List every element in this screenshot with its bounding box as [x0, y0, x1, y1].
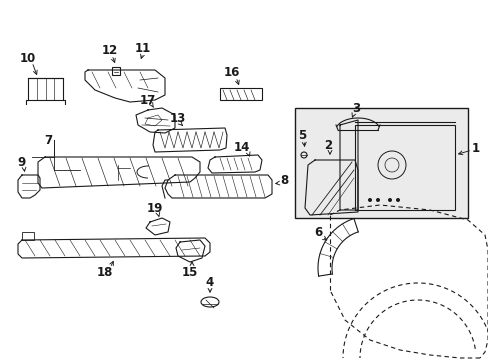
Text: 8: 8 [280, 174, 287, 186]
Text: 15: 15 [182, 266, 198, 279]
Text: 17: 17 [140, 94, 156, 107]
Bar [112, 67, 120, 75]
Bar [220, 88, 262, 100]
Circle shape [367, 198, 371, 202]
Text: 7: 7 [44, 134, 52, 147]
Text: 6: 6 [313, 225, 322, 239]
Text: 18: 18 [97, 266, 113, 279]
Text: 13: 13 [169, 112, 186, 125]
Text: 4: 4 [205, 275, 214, 288]
Bar [28, 78, 63, 100]
Text: 19: 19 [146, 202, 163, 215]
Text: 9: 9 [18, 156, 26, 168]
Bar [294, 108, 467, 218]
Text: 12: 12 [102, 44, 118, 57]
Text: 10: 10 [20, 51, 36, 64]
Text: 16: 16 [224, 66, 240, 78]
Text: 11: 11 [135, 41, 151, 54]
Circle shape [395, 198, 399, 202]
Circle shape [387, 198, 391, 202]
Bar [22, 232, 34, 240]
Bar [354, 125, 454, 210]
Text: 2: 2 [323, 139, 331, 152]
Text: 14: 14 [233, 140, 250, 153]
Text: 3: 3 [351, 102, 359, 114]
Text: 1: 1 [471, 141, 479, 154]
Text: 5: 5 [297, 129, 305, 141]
Circle shape [375, 198, 379, 202]
